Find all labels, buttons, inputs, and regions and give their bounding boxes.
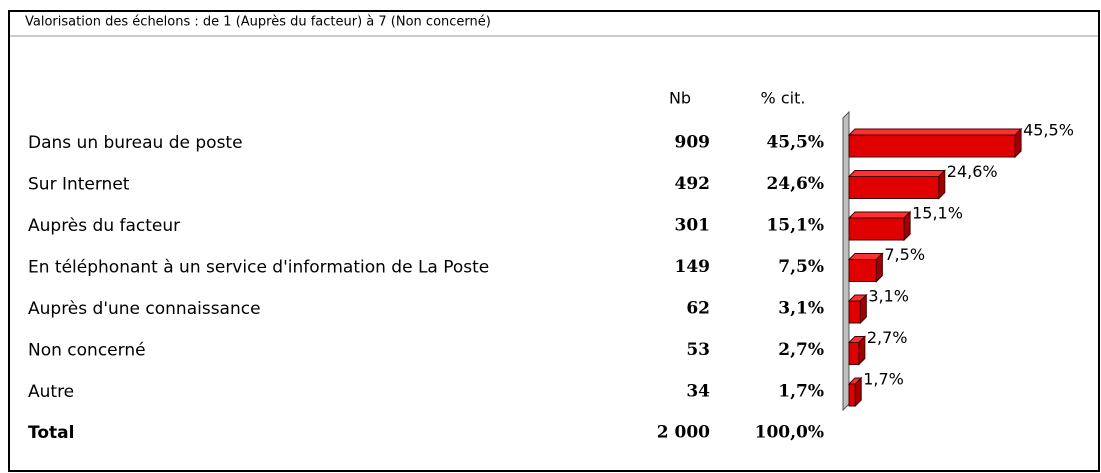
row-pct: 3,1% (778, 299, 824, 319)
column-header: Nb (669, 89, 691, 108)
row-nb: 492 (675, 174, 711, 194)
axis (842, 110, 850, 412)
row-label: Auprès du facteur (28, 216, 180, 236)
bar-label: 3,1% (868, 287, 909, 306)
row-pct: 45,5% (766, 133, 824, 153)
bar-label: 24,6% (947, 162, 998, 181)
bar-label: 7,5% (884, 245, 925, 264)
row-pct: 1,7% (778, 382, 824, 402)
bar (848, 176, 940, 199)
title: Valorisation des échelons : de 1 (Auprès… (25, 15, 491, 30)
row-nb: 53 (686, 340, 710, 360)
row-pct: 24,6% (766, 174, 824, 194)
row-label: Non concerné (28, 341, 146, 361)
row-label: Auprès d'une connaissance (28, 299, 261, 319)
row-nb: 62 (686, 299, 710, 319)
bar-top (847, 128, 1023, 136)
row-label: Dans un bureau de poste (28, 133, 243, 153)
frame (8, 10, 1100, 472)
bar-label: 1,7% (863, 370, 904, 389)
row-nb: 301 (675, 216, 711, 236)
row-pct: 15,1% (766, 216, 824, 236)
bar (848, 259, 877, 282)
bar-top (847, 170, 946, 177)
bar-top (847, 211, 912, 219)
row-nb: 909 (675, 133, 711, 153)
total-nb: 2 000 (657, 423, 710, 443)
row-nb: 34 (686, 382, 710, 402)
bar (848, 342, 860, 365)
bar (848, 217, 905, 241)
bar-label: 45,5% (1023, 121, 1074, 140)
bar (848, 300, 861, 324)
row-label: Autre (28, 382, 74, 402)
row-label: Sur Internet (28, 175, 130, 195)
bar (848, 134, 1016, 158)
total-label: Total (28, 423, 74, 443)
bar-label: 15,1% (912, 204, 963, 223)
total-pct: 100,0% (755, 423, 824, 443)
bar-label: 2,7% (867, 328, 908, 347)
column-header: % cit. (761, 89, 806, 108)
row-pct: 2,7% (778, 340, 824, 360)
bar (848, 383, 856, 407)
row-nb: 149 (675, 257, 711, 277)
row-pct: 7,5% (778, 257, 824, 277)
row-label: En téléphonant à un service d'informatio… (28, 258, 489, 278)
